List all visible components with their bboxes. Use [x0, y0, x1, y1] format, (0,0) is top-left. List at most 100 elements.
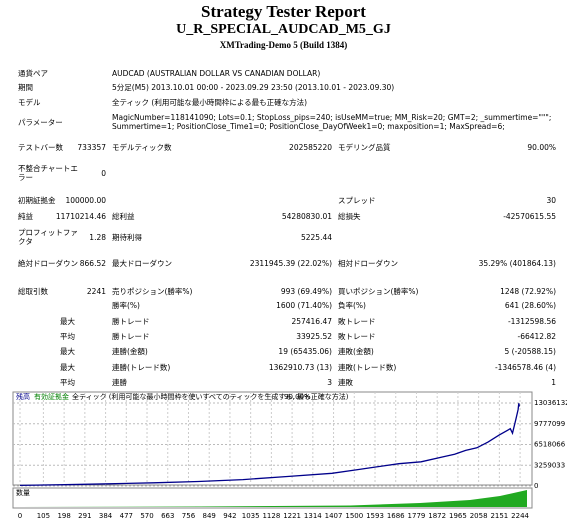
cell-value: 30	[546, 195, 556, 205]
cell-value: 1248 (72.92%)	[500, 286, 556, 296]
subtitle: U_R_SPECIAL_AUDCAD_M5_GJ	[176, 22, 391, 37]
cell-value: 最大	[60, 316, 75, 326]
x-tick-label: 477	[120, 512, 133, 520]
cell-label: 勝トレード	[112, 316, 150, 326]
cell-value: 1362910.73 (13)	[268, 362, 332, 372]
cell-label: 初期証拠金	[18, 195, 56, 205]
cell-label: 連敗	[338, 377, 353, 387]
row-value: MagicNumber=118141090; Lots=0.1; StopLos…	[112, 113, 552, 131]
x-tick-label: 570	[140, 512, 153, 520]
x-tick-label: 105	[37, 512, 50, 520]
x-tick-label: 1965	[449, 512, 467, 520]
cell-value: 33925.52	[296, 331, 332, 341]
cell-label: 負率(%)	[338, 300, 366, 310]
cell-label: テストバー数	[18, 142, 63, 152]
cell-label: 買いポジション(勝率%)	[338, 286, 419, 296]
cell-value: 11710214.46	[55, 211, 106, 221]
x-tick-label: 942	[223, 512, 236, 520]
volume-label: 数量	[16, 488, 30, 497]
cell-value: 733357	[77, 142, 106, 152]
volume-area	[20, 490, 527, 507]
row-value: 5分足(M5) 2013.10.01 00:00 - 2023.09.29 23…	[112, 82, 395, 92]
x-tick-label: 1128	[262, 512, 280, 520]
y-tick-label: 0	[534, 482, 538, 490]
plot-frame	[12, 391, 533, 486]
cell-value: 866.52	[79, 258, 106, 268]
server: XMTrading-Demo 5 (Build 1384)	[219, 40, 348, 50]
cell-label: プロフィットファクタ	[18, 228, 78, 246]
x-tick-label: 1593	[366, 512, 384, 520]
quality: 90.00%	[284, 393, 311, 401]
cell-value: 54280830.01	[281, 211, 332, 221]
row-label: 通貨ペア	[18, 68, 48, 78]
row-label: パラメーター	[18, 117, 63, 127]
x-tick-label: 1872	[428, 512, 446, 520]
row-label: 期間	[18, 82, 33, 92]
cell-label: 連勝	[112, 377, 127, 387]
cell-value: 2241	[86, 286, 106, 296]
cell-label: 勝トレード	[112, 331, 150, 341]
cell-label: 勝率(%)	[112, 300, 140, 310]
cell-label: 絶対ドローダウン	[18, 258, 78, 268]
x-tick-label: 1035	[242, 512, 260, 520]
cell-value: 202585220	[289, 142, 332, 152]
cell-label: 連敗(トレード数)	[338, 362, 397, 372]
cell-value: 1.28	[89, 232, 106, 242]
cell-value: 2311945.39 (22.02%)	[249, 258, 332, 268]
cell-value: 平均	[60, 331, 75, 341]
title: Strategy Tester Report	[201, 2, 366, 21]
cell-label: モデリング品質	[338, 142, 391, 152]
x-tick-label: 0	[18, 512, 22, 520]
cell-value: 5225.44	[300, 232, 332, 242]
cell-value: -1346578.46 (4)	[494, 362, 556, 372]
cell-value: -1312598.56	[507, 316, 556, 326]
cell-value: 641 (28.60%)	[504, 300, 556, 310]
cell-value: 100000.00	[65, 195, 106, 205]
cell-value: 1600 (71.40%)	[276, 300, 332, 310]
x-tick-label: 1500	[345, 512, 363, 520]
cell-value: 19 (65435.06)	[278, 346, 332, 356]
x-tick-label: 384	[99, 512, 113, 520]
x-tick-label: 849	[203, 512, 216, 520]
cell-value: 0	[101, 168, 106, 178]
cell-label: 純益	[18, 211, 33, 221]
cell-value: 257416.47	[291, 316, 332, 326]
cell-value: 1	[551, 377, 556, 387]
volume-frame	[12, 487, 533, 509]
cell-value: 35.29% (401864.13)	[478, 258, 556, 268]
cell-label: 総損失	[338, 211, 361, 221]
cell-label: 売りポジション(勝率%)	[112, 286, 193, 296]
balance-chart: 0 3259033 6518066 9777099 13036132 0 105 198 291…	[12, 391, 567, 520]
y-tick-label: 13036132	[534, 399, 567, 407]
x-tick-label: 291	[78, 512, 91, 520]
cell-label: モデルティック数	[112, 142, 172, 152]
cell-label: スプレッド	[338, 195, 376, 205]
x-tick-label: 2151	[490, 512, 508, 520]
x-tick-label: 2244	[511, 512, 529, 520]
cell-value: -42570615.55	[503, 211, 556, 221]
cell-label: 敗トレード	[338, 316, 376, 326]
row-value: 全ティック (利用可能な最小時間枠による最も正確な方法)	[112, 97, 308, 107]
cell-value: 5 (-20588.15)	[504, 346, 556, 356]
model-text: 全ティック (利用可能な最小時間枠を使いすべてのティックを生成する, 最も正確な…	[72, 392, 349, 401]
cell-label: 連勝(トレード数)	[112, 362, 171, 372]
cell-label: 連敗(金額)	[338, 346, 374, 356]
y-tick-label: 6518066	[534, 441, 566, 449]
y-tick-label: 9777099	[534, 420, 565, 428]
x-tick-label: 663	[161, 512, 174, 520]
legend-balance: 残高	[16, 392, 30, 401]
balance-line	[19, 403, 521, 487]
cell-label: 相対ドローダウン	[338, 258, 398, 268]
x-tick-label: 1686	[387, 512, 405, 520]
x-tick-label: 1407	[325, 512, 343, 520]
cell-value: 3	[327, 377, 332, 387]
cell-value: 90.00%	[527, 142, 556, 152]
cell-value: 平均	[60, 377, 75, 387]
y-tick-label: 3259033	[534, 461, 565, 469]
cell-label: 総利益	[112, 211, 135, 221]
row-value: AUDCAD (AUSTRALIAN DOLLAR VS CANADIAN DO…	[112, 68, 321, 78]
cell-value: -66412.82	[517, 331, 557, 341]
x-tick-label: 2058	[470, 512, 488, 520]
cell-label: 敗トレード	[338, 331, 376, 341]
cell-value: 993 (69.49%)	[280, 286, 332, 296]
